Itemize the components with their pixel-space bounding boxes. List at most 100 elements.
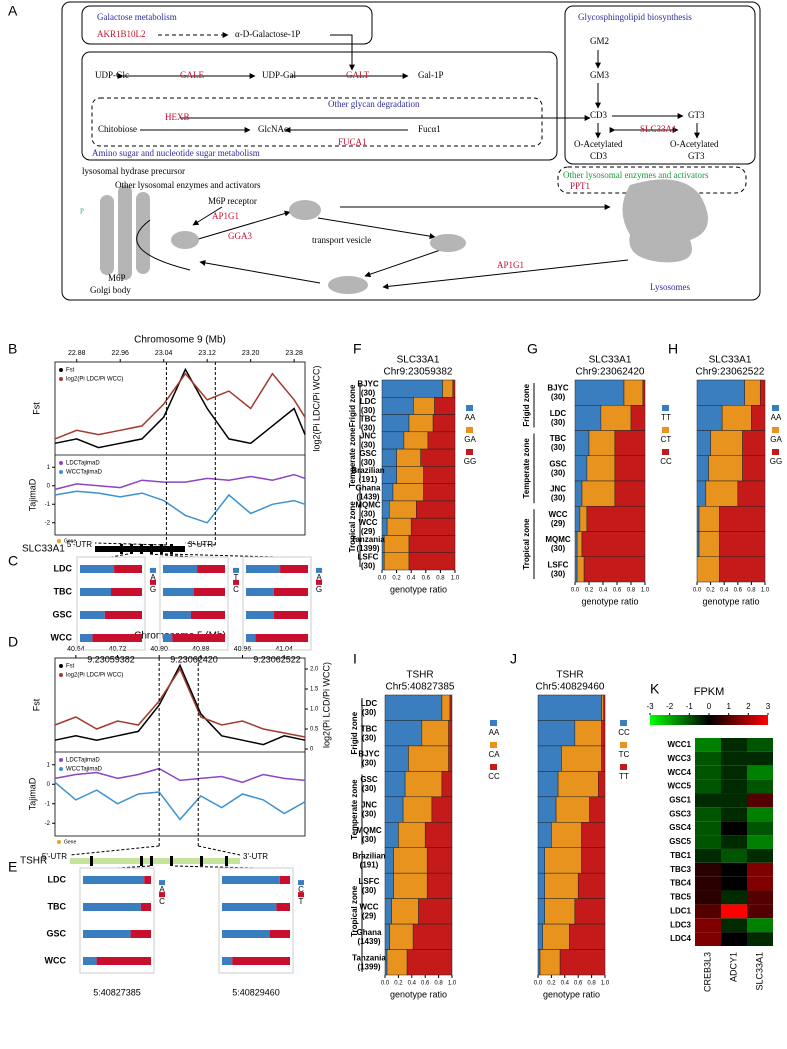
legend-swatch (490, 720, 497, 726)
category-label: WCC (359, 902, 378, 911)
legend-swatch (490, 764, 497, 770)
arrow (194, 210, 291, 241)
bar-segment (719, 531, 766, 557)
bar-segment (623, 379, 644, 406)
zone-label: Temperate zone (350, 779, 359, 840)
pathway-label: Chitobiose (98, 124, 137, 134)
axis-label: genotype ratio (390, 584, 447, 594)
allele-bar (232, 957, 290, 965)
bar-segment (421, 720, 449, 747)
colorbar-label: 1 (726, 702, 731, 711)
legend-label: C (159, 897, 165, 906)
glycosphingolipid-box (564, 5, 756, 165)
sample-size: (30) (361, 561, 376, 570)
heat-cell (721, 738, 747, 752)
bar-segment (574, 430, 590, 456)
allele-bar (172, 634, 225, 642)
legend-label: CT (661, 435, 672, 444)
bar-segment (544, 847, 582, 874)
sample-size: (1439) (357, 937, 380, 946)
x-tick-label: 0.6 (613, 588, 622, 594)
legend-marker (57, 840, 61, 844)
bar-segment (555, 796, 590, 823)
x-tick-label: 0.0 (381, 981, 390, 987)
chart-subtitle: Chr9:23059382 (384, 367, 453, 378)
legend-marker (59, 767, 63, 771)
exon (120, 544, 123, 554)
heat-cell (721, 765, 747, 780)
x-tick-label: 0.4 (407, 576, 416, 582)
column-label: CREB3L3 (702, 952, 712, 992)
legend-label: C (298, 885, 304, 894)
bar-segment (586, 506, 646, 532)
legend-label: Gene (64, 538, 76, 544)
bar-segment (574, 506, 581, 532)
legend-swatch (620, 742, 627, 748)
x-tick-label: 23.12 (198, 350, 216, 357)
heat-cell (747, 765, 773, 780)
x-tick-label: 0.6 (734, 588, 743, 594)
legend-label: LDCTajimaD (66, 461, 100, 467)
sample-size: (30) (362, 835, 377, 844)
bar-segment (603, 694, 606, 721)
sample-size: (191) (359, 475, 378, 484)
category-label: WCC (548, 510, 567, 519)
bar-segment (614, 430, 646, 456)
legend-swatch (490, 742, 497, 748)
legend-swatch (298, 892, 304, 898)
bar-segment (410, 517, 456, 536)
heat-cell (721, 751, 747, 766)
legend-label: G (316, 585, 322, 594)
chart-title: SLC33A1 (589, 355, 632, 366)
legend-label: log2(Pi LDC/Pi WCC) (66, 673, 123, 679)
heat-cell (747, 876, 773, 891)
allele-bar (80, 634, 93, 642)
heat-cell (747, 862, 773, 877)
heat-cell (695, 876, 721, 891)
bar-segment (386, 949, 408, 976)
colorbar-label: -1 (686, 702, 694, 711)
colorbar-label: -3 (646, 702, 654, 711)
sample-size: (30) (361, 389, 376, 398)
bar-segment (539, 949, 561, 976)
bar-segment (384, 796, 404, 823)
x-tick-label: 0.0 (693, 588, 702, 594)
y-tick-label: 1 (47, 465, 51, 471)
category-label: LSFC (359, 877, 380, 886)
bar-segment (698, 506, 720, 532)
column-label: ADCY1 (728, 952, 738, 982)
category-label: Ghana (356, 483, 381, 492)
legend-swatch (159, 880, 165, 886)
allele-bar (114, 565, 142, 573)
exon (170, 544, 173, 554)
bar-segment (544, 872, 579, 899)
chart-subtitle: Chr9:23062522 (696, 367, 765, 378)
bar-segment (393, 872, 428, 899)
category-label: GSC (359, 449, 377, 458)
bar-segment (751, 405, 766, 431)
sample-size: (30) (362, 708, 377, 717)
bar-segment (537, 796, 557, 823)
bar-segment (381, 379, 443, 398)
allele-bar (83, 930, 131, 938)
y-tick-label: -2 (45, 520, 51, 526)
x-tick-label: 1.0 (601, 981, 610, 987)
category-label: Tanzania (352, 953, 386, 962)
sample-size: (191) (360, 861, 379, 870)
axis-label: TajimaD (27, 478, 37, 511)
bar-segment (384, 720, 423, 747)
category-label: LSFC (548, 560, 569, 569)
bar-segment (426, 847, 453, 874)
bar-segment (557, 771, 599, 798)
pathway-label: Lysosomes (650, 282, 691, 292)
zone-label: Frigid zone (348, 384, 357, 427)
zone-label: Frigid zone (522, 383, 531, 426)
bar-segment (398, 822, 426, 848)
zoom-line (110, 553, 129, 558)
sample-size: (30) (551, 393, 566, 402)
lysosome (622, 179, 708, 263)
row-label: WCC1 (667, 740, 691, 749)
legend-label: T (299, 897, 304, 906)
sample-size: (30) (551, 418, 566, 427)
column-frame (76, 556, 146, 651)
